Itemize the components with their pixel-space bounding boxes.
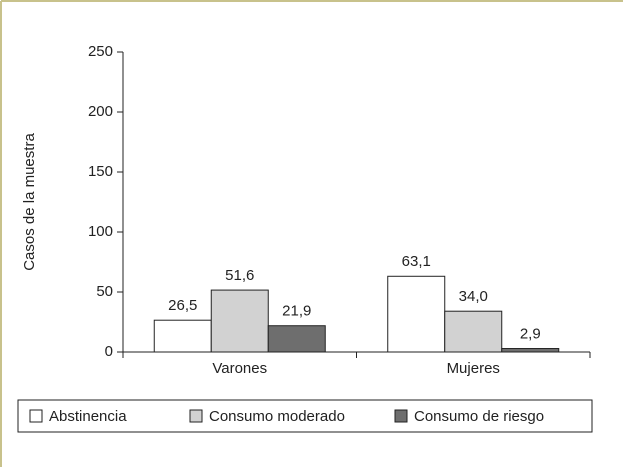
bar (267, 325, 326, 353)
value-label: 26,5 (168, 297, 197, 314)
legend-label: Consumo moderado (209, 408, 345, 425)
legend-swatch (29, 409, 43, 423)
y-tick-label: 50 (96, 283, 113, 300)
x-tick-label: Varones (212, 360, 267, 377)
value-label: 21,9 (282, 303, 311, 320)
legend-box (17, 399, 593, 433)
y-tick-label: 0 (105, 343, 113, 360)
bar (210, 289, 269, 353)
legend-swatch (394, 409, 408, 423)
x-tick-label: Mujeres (447, 360, 500, 377)
value-label: 2,9 (520, 325, 541, 342)
bar (387, 275, 446, 353)
bar (153, 319, 212, 353)
value-label: 63,1 (402, 253, 431, 270)
value-label: 51,6 (225, 267, 254, 284)
legend-swatch (189, 409, 203, 423)
value-label: 34,0 (459, 288, 488, 305)
y-tick-label: 100 (88, 223, 113, 240)
legend-label: Consumo de riesgo (414, 408, 544, 425)
y-tick-label: 200 (88, 103, 113, 120)
y-tick-label: 250 (88, 43, 113, 60)
y-axis-label: Casos de la muestra (21, 133, 38, 271)
y-tick-label: 150 (88, 163, 113, 180)
bar (444, 310, 503, 353)
bar (501, 348, 560, 353)
legend-label: Abstinencia (49, 408, 127, 425)
